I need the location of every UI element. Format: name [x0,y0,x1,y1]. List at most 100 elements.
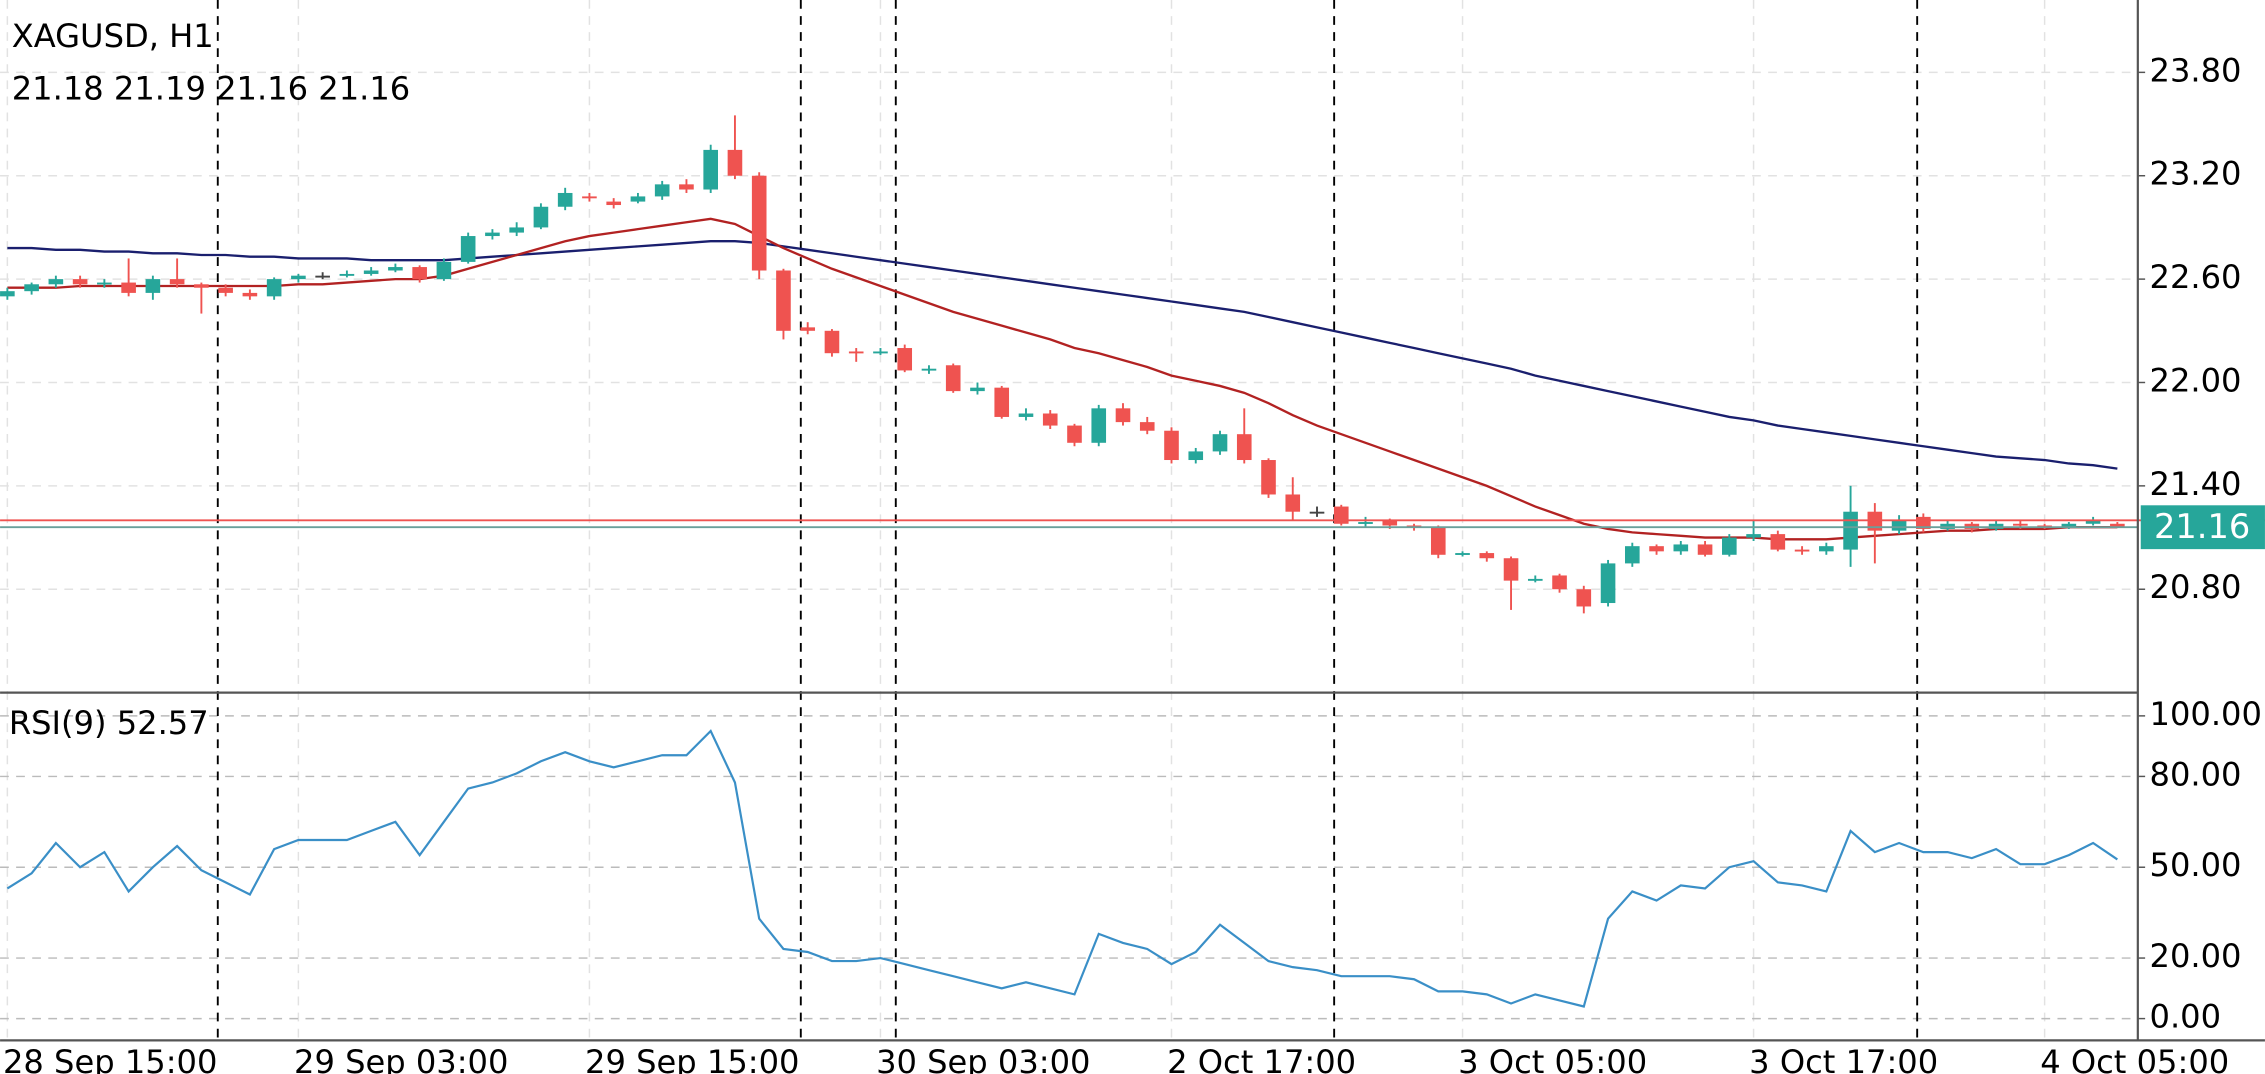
price-badge [2140,505,2265,550]
y-tick-label: 23.20 [2150,155,2242,193]
x-tick-label: 29 Sep 15:00 [585,1043,799,1074]
y-tick-label: 0.00 [2150,998,2222,1036]
candle-body [72,279,88,285]
candle-body [727,149,743,176]
candle-body [1503,558,1519,581]
candle-body [291,275,306,280]
candle-body [994,387,1010,417]
candle-body [2110,523,2125,528]
candle-body [1794,549,1810,552]
candle-body [1018,413,1034,417]
candle-body [363,270,379,274]
candle-body [1067,425,1082,443]
candle-body [509,227,524,233]
candle-body [945,365,961,392]
candle-body [533,206,549,228]
candle-body [194,284,209,288]
moving-average [7,240,2118,470]
candle-body [2061,523,2077,528]
candle-body [1552,575,1567,590]
x-tick-label: 30 Sep 03:00 [876,1043,1090,1074]
candle-body [630,196,646,202]
y-tick-label: 50.00 [2150,846,2242,884]
candle-body [1746,534,1761,538]
candle-body [921,368,937,371]
y-tick-label: 100.00 [2150,695,2262,733]
y-tick-label: 20.80 [2150,568,2242,606]
candle-body [897,348,913,371]
ohlc-readout: 21.18 21.19 21.16 21.16 [12,70,411,108]
y-tick-label: 21.40 [2150,465,2242,503]
candle-body [1236,434,1252,461]
candle-body [266,279,282,297]
candle-body [169,279,185,285]
candle-body [1770,534,1786,550]
x-tick-label: 28 Sep 15:00 [3,1043,217,1074]
candle-body [1600,563,1616,604]
y-tick-label: 20.00 [2150,937,2242,975]
candle-body [121,282,136,293]
candle-body [315,275,330,278]
candle-body [703,149,718,190]
candle-body [776,270,791,331]
candle-body [1212,434,1228,452]
chart-title: XAGUSD, H1 [12,17,214,55]
candle-body [1819,546,1834,552]
candle-body [1382,520,1398,526]
candle-body [339,273,355,276]
candle-body [48,279,64,285]
candle-body [1188,451,1204,461]
candle-body [1285,494,1301,512]
candle-body [824,330,840,354]
candle-body [1624,546,1640,564]
candle-body [1309,511,1325,514]
candle-body [460,236,476,262]
candle-body [1455,553,1470,555]
candle-body [1673,544,1689,552]
candle-body [582,196,597,199]
candle-body [800,327,816,331]
candle-body [1576,589,1592,607]
candle-body [485,232,500,237]
rsi-title: RSI(9) 52.57 [9,704,209,742]
candle-body [412,267,427,280]
candle-body [1115,408,1131,423]
candle-body [751,175,767,271]
marks [0,115,2265,1008]
candle-body [2085,520,2101,524]
candle-body [1091,408,1107,443]
candle-body [145,279,161,293]
candle-body [1139,422,1155,431]
candle-body [1261,460,1276,495]
y-tick-label: 22.60 [2150,258,2242,296]
x-tick-label: 4 Oct 05:00 [2040,1043,2229,1074]
candle-body [388,267,403,271]
candle-body [1843,511,1858,550]
candle-body [848,351,864,354]
labels: 28 Sep 15:00 29 Sep 03:00 29 Sep 15:00 30 S… [3,51,2265,1074]
candle-body [1479,553,1495,559]
candle-body [2013,523,2028,526]
candle-body [1649,546,1664,552]
price-badge-label: 21.16 [2154,507,2250,546]
y-tick-label: 80.00 [2150,755,2242,793]
candle-body [1358,522,1373,524]
candle-body [97,282,112,285]
x-tick-label: 3 Oct 17:00 [1749,1043,1938,1074]
x-tick-label: 3 Oct 05:00 [1458,1043,1647,1074]
candle-body [1527,578,1543,581]
moving-average [7,217,2118,541]
candle-body [606,201,621,206]
candle-body [873,351,888,354]
candle-body [679,184,694,190]
candle-body [1722,537,1737,555]
candle-body [24,284,39,292]
candle-body [1891,520,1907,531]
candle-body [654,184,670,197]
candle-body [436,261,452,280]
x-tick-label: 29 Sep 03:00 [294,1043,508,1074]
candle-body [557,192,573,207]
